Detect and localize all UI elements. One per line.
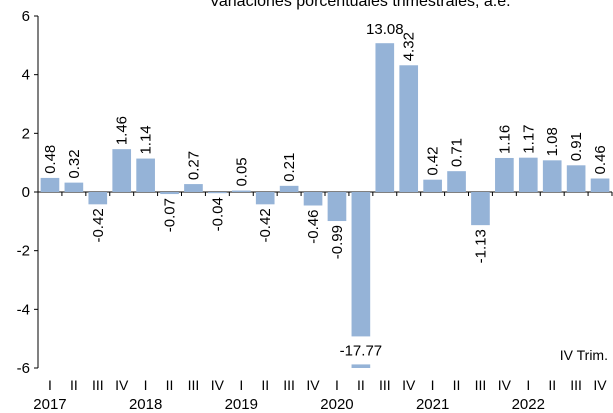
bar [64, 182, 84, 192]
data-label: 1.08 [544, 127, 561, 156]
bars [40, 16, 610, 368]
chart-title: Variaciones porcentuales trimestrales, a… [209, 0, 510, 10]
bar-breaks [350, 15, 396, 365]
category-label: II [453, 377, 461, 393]
data-label: -0.99 [329, 225, 346, 259]
y-axis: -6 -4 -2 0 2 4 6 [17, 8, 39, 377]
category-label: II [70, 377, 78, 393]
year-label: 2021 [416, 396, 449, 413]
y-tick-label: -6 [17, 360, 30, 377]
bar [303, 192, 323, 206]
bar [184, 184, 203, 192]
data-label: 1.16 [496, 125, 513, 154]
year-label: 2022 [512, 396, 545, 413]
bar [231, 190, 251, 192]
category-label: IV [115, 377, 129, 393]
y-tick-label: 0 [22, 184, 30, 201]
category-label: II [166, 377, 174, 393]
y-tick-label: -4 [17, 301, 30, 318]
data-label: -0.42 [90, 208, 107, 242]
year-label: 2019 [225, 396, 258, 413]
x-axis [37, 191, 613, 196]
category-label: III [570, 377, 582, 393]
data-label: 0.42 [425, 146, 442, 175]
category-label: IV [593, 377, 607, 393]
category-label: I [48, 377, 52, 393]
category-label: II [357, 377, 365, 393]
bar [112, 149, 132, 192]
year-label: 2020 [320, 396, 353, 413]
bar [40, 177, 60, 192]
bar [471, 192, 490, 226]
data-label: 0.46 [592, 145, 609, 174]
year-labels: 2017 2018 2019 2020 2021 2022 [33, 396, 545, 413]
data-label: -0.42 [257, 208, 274, 242]
data-labels: 0.48 0.32 -0.42 1.46 1.14 -0.07 0.27 -0.04 0.05 -… [42, 21, 609, 359]
year-label: 2018 [129, 396, 162, 413]
bar [518, 157, 538, 192]
bar [136, 158, 155, 192]
data-label: -0.07 [162, 198, 179, 232]
data-label: -1.13 [472, 229, 489, 263]
bar [590, 178, 610, 192]
bar [542, 160, 562, 192]
bar [351, 192, 371, 368]
year-label: 2017 [33, 396, 66, 413]
bar [375, 16, 395, 192]
bar-break [350, 336, 372, 365]
category-label: I [239, 377, 243, 393]
data-label: 0.48 [42, 145, 59, 174]
data-label: 13.08 [366, 21, 404, 38]
y-tick-label: 4 [22, 67, 30, 84]
bar [327, 192, 347, 222]
bar [208, 192, 227, 194]
data-label: -0.04 [209, 197, 226, 231]
category-label: III [188, 377, 200, 393]
bar [447, 171, 466, 192]
data-label: -0.46 [305, 209, 322, 243]
data-label: 0.05 [233, 157, 250, 186]
data-label: 1.17 [520, 124, 537, 153]
category-label: III [283, 377, 295, 393]
category-label: IV [211, 377, 225, 393]
bar [423, 179, 442, 192]
y-tick-label: -2 [17, 243, 30, 260]
category-label: I [335, 377, 339, 393]
data-label: 0.91 [568, 132, 585, 161]
y-tick-label: 6 [22, 8, 30, 25]
data-label: -17.77 [340, 342, 383, 359]
category-label: II [261, 377, 269, 393]
data-label: 0.21 [281, 153, 298, 182]
y-tick-label: 2 [22, 125, 30, 142]
category-label: I [526, 377, 530, 393]
bar [566, 165, 586, 192]
bar [160, 192, 179, 195]
category-label: IV [402, 377, 416, 393]
category-label: IV [306, 377, 320, 393]
data-label: 0.71 [449, 138, 466, 167]
data-label: 0.27 [185, 151, 202, 180]
bar [255, 192, 275, 205]
category-labels: I II III IV I II III IV I II III IV I II III IV I II III IV… [48, 377, 607, 393]
category-label: I [431, 377, 435, 393]
category-label: II [548, 377, 556, 393]
category-label: III [475, 377, 487, 393]
bar [88, 192, 108, 205]
data-label: 1.46 [114, 116, 131, 145]
data-label: 1.14 [138, 125, 155, 154]
category-label: I [144, 377, 148, 393]
category-label: IV [498, 377, 512, 393]
data-label: 0.32 [66, 149, 83, 178]
category-label: III [379, 377, 391, 393]
data-label: 4.32 [401, 32, 418, 61]
period-annotation: IV Trim. [560, 347, 608, 363]
bar [279, 185, 299, 192]
bar [495, 157, 514, 192]
bar-break [374, 15, 396, 44]
bar [399, 65, 419, 192]
category-label: III [92, 377, 104, 393]
